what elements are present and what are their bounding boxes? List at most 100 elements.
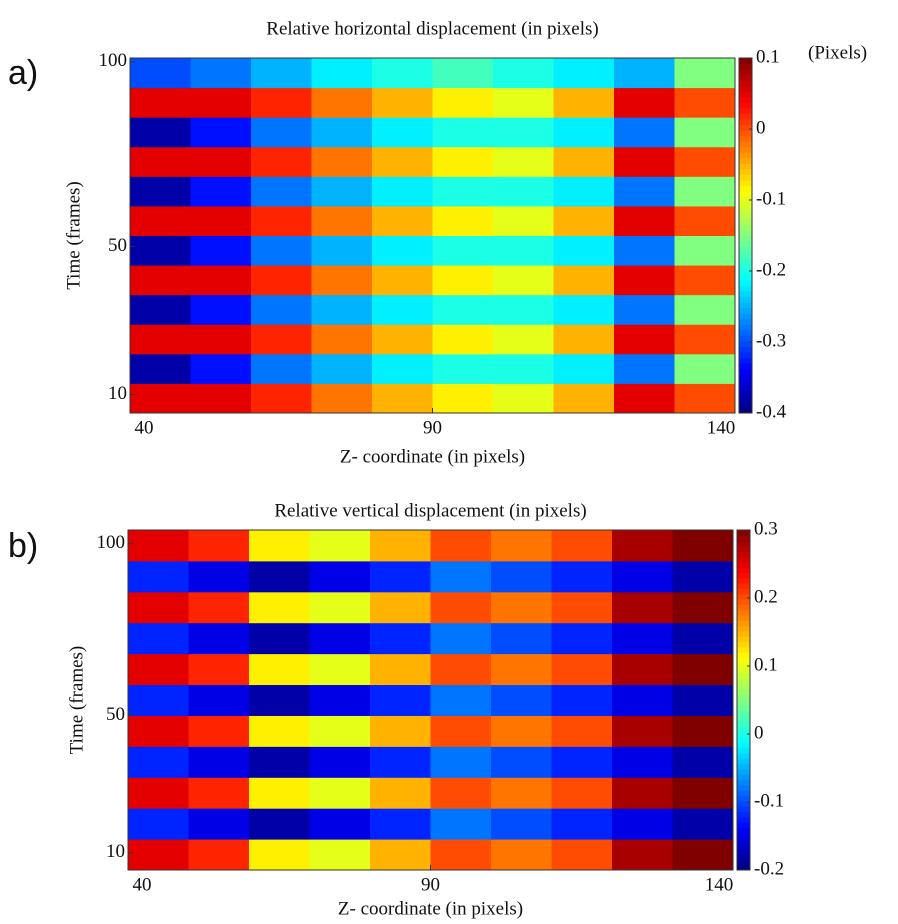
heatmap-cell (430, 560, 492, 593)
colorbar-segment (737, 668, 750, 674)
heatmap-cell (249, 684, 310, 716)
heatmap-cell (672, 684, 734, 716)
heatmap-cell (493, 176, 554, 207)
colorbar-segment (737, 662, 750, 669)
colorbar-tick-label: 0.3 (754, 518, 778, 539)
colorbar-tick-label: 0.1 (754, 654, 778, 675)
heatmap-cell (249, 839, 310, 871)
heatmap-cell (432, 87, 494, 118)
colorbar-segment (739, 218, 752, 225)
colorbar-segment (739, 379, 752, 386)
colorbar-segment (737, 742, 750, 749)
heatmap-cell (188, 653, 250, 686)
colorbar-segment (739, 274, 752, 281)
heatmap-cell (372, 383, 433, 414)
colorbar-segment (739, 69, 752, 76)
heatmap-cell (370, 839, 431, 871)
colorbar-segment (737, 811, 750, 818)
colorbar-segment (739, 368, 752, 375)
heatmap-cell (674, 265, 736, 296)
heatmap-cell (190, 58, 252, 89)
colorbar-segment (739, 213, 752, 220)
y-tick-label: 50 (106, 704, 125, 725)
heatmap-cell (614, 58, 675, 89)
heatmap-cell (674, 324, 736, 355)
colorbar-tick-label: -0.4 (756, 401, 787, 422)
heatmap-cell (614, 146, 675, 177)
heatmap-cell (612, 715, 673, 747)
y-tick-label: 50 (108, 235, 127, 256)
heatmap-cell (251, 383, 312, 414)
panel-label: a) (8, 54, 38, 92)
heatmap-cell (672, 777, 734, 809)
colorbar-segment (739, 185, 752, 192)
heatmap-cell (553, 205, 615, 236)
colorbar-segment (739, 324, 752, 331)
heatmap-cell (370, 808, 431, 840)
heatmap-cell (188, 530, 250, 562)
heatmap-cell (311, 235, 373, 266)
heatmap-cell (612, 530, 673, 562)
heatmap-cell (491, 653, 552, 686)
heatmap-cell (672, 746, 734, 778)
heatmap-cell (674, 58, 736, 89)
colorbar-segment (737, 731, 750, 738)
heatmap-cell (491, 777, 552, 809)
heatmap-cell (614, 265, 675, 296)
heatmap-cell (190, 117, 252, 148)
colorbar-segment (737, 705, 750, 712)
x-axis-label: Z- coordinate (in pixels) (338, 898, 523, 919)
colorbar-tick-label: -0.2 (756, 259, 786, 280)
colorbar-segment (739, 385, 752, 392)
colorbar-segment (737, 636, 750, 643)
heatmap-cell (432, 324, 494, 355)
heatmap-cell (553, 58, 615, 89)
y-axis-label: Time (frames) (63, 181, 84, 290)
heatmap-cell (190, 87, 252, 118)
colorbar-segment (737, 567, 750, 573)
heatmap-cell (311, 294, 373, 325)
colorbar-segment (739, 346, 752, 353)
heatmap-cell (188, 808, 250, 840)
heatmap-cell (309, 746, 371, 778)
colorbar-segment (737, 763, 750, 770)
heatmap-cell (672, 839, 734, 871)
colorbar-segment (737, 678, 750, 685)
heatmap-cell (190, 324, 252, 355)
colorbar-segment (739, 401, 752, 408)
colorbar-segment (739, 135, 752, 142)
x-tick-label: 140 (705, 874, 734, 895)
heatmap-cell (249, 653, 310, 686)
colorbar-segment (737, 700, 750, 706)
heatmap-cell (612, 808, 673, 840)
colorbar-segment (739, 252, 752, 259)
heatmap-cell (188, 777, 250, 809)
colorbar-segment (737, 599, 750, 605)
colorbar-segment (739, 119, 752, 126)
heatmap-cell (551, 591, 613, 624)
colorbar-segment (739, 229, 752, 236)
heatmap-cell (188, 591, 250, 624)
heatmap-cell (551, 746, 613, 778)
heatmap-cell (309, 715, 371, 747)
heatmap-cell (612, 839, 673, 871)
colorbar-tick-label: 0.1 (756, 46, 780, 67)
colorbar-segment (739, 396, 752, 403)
heatmap-cell (430, 530, 492, 562)
heatmap-cell (249, 622, 310, 655)
heatmap-cell (130, 294, 191, 325)
colorbar-frame (738, 57, 753, 414)
heatmap-cell (430, 808, 492, 840)
heatmap-cell (430, 746, 492, 778)
colorbar-segment (739, 63, 752, 70)
heatmap-cell (432, 265, 494, 296)
heatmap-cell (190, 294, 252, 325)
heatmap-cell (251, 235, 312, 266)
heatmap-cell (128, 530, 189, 562)
heatmap-cell (311, 146, 373, 177)
x-tick-label: 140 (707, 417, 736, 438)
heatmap-cell (130, 117, 191, 148)
heatmap-cell (674, 383, 736, 414)
colorbar-segment (739, 268, 752, 275)
heatmap-cell (309, 653, 371, 686)
